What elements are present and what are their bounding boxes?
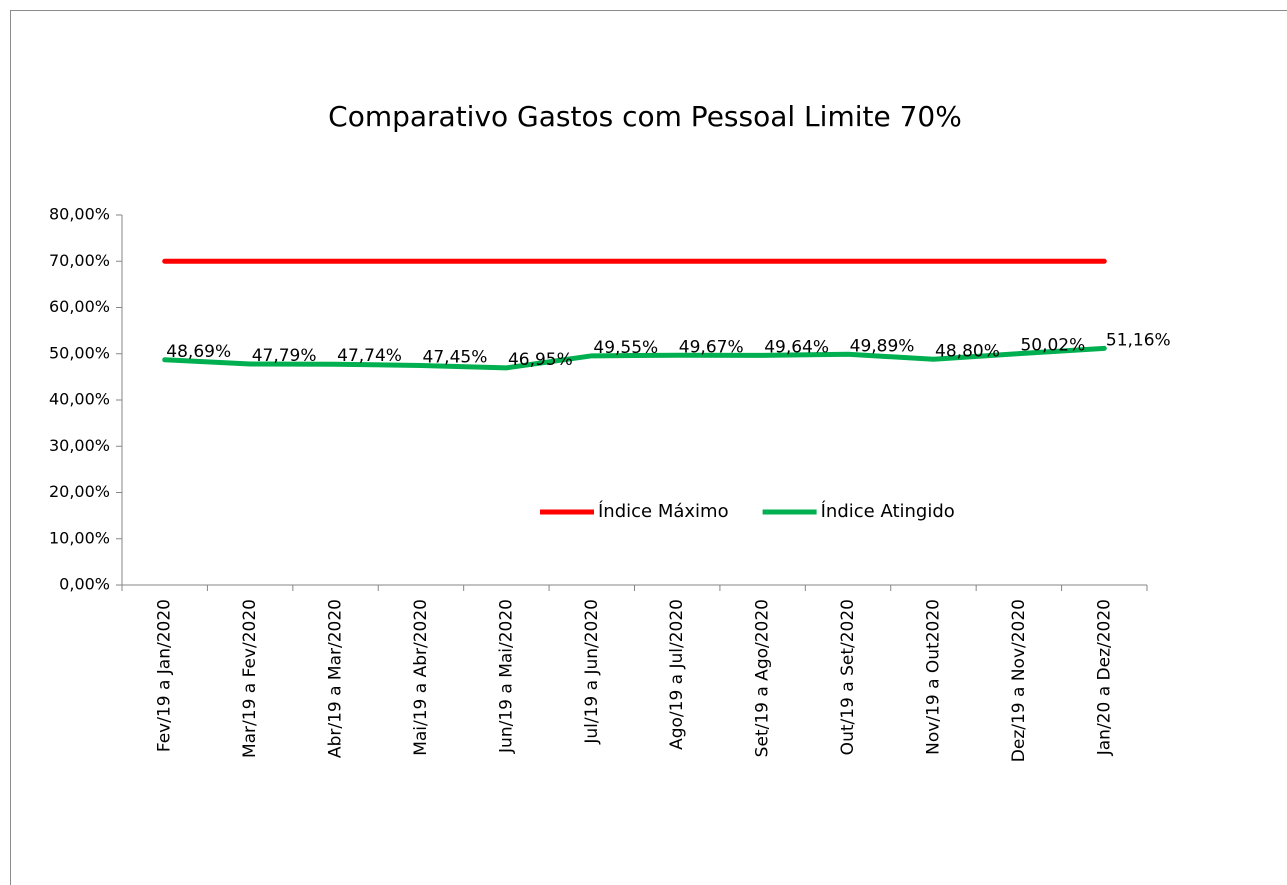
x-tick-label: Jul/19 a Jun/2020: [582, 599, 602, 745]
data-label: 49,55%: [593, 338, 658, 358]
data-label: 48,80%: [935, 341, 1000, 361]
data-label: 49,64%: [764, 337, 829, 357]
y-tick-label: 20,00%: [49, 482, 110, 501]
x-tick-label: Fev/19 a Jan/2020: [155, 599, 175, 752]
y-tick-label: 50,00%: [49, 343, 110, 362]
x-tick-label: Dez/19 a Nov/2020: [1009, 599, 1029, 762]
data-label: 49,67%: [679, 337, 744, 357]
y-tick-label: 10,00%: [49, 528, 110, 547]
x-tick-label: Jan/20 a Dez/2020: [1094, 599, 1114, 756]
chart-title: Comparativo Gastos com Pessoal Limite 70…: [328, 100, 962, 133]
legend-label: Índice Atingido: [821, 500, 955, 522]
x-tick-label: Mai/19 a Abr/2020: [411, 599, 431, 756]
x-tick-label: Out/19 a Set/2020: [838, 599, 858, 755]
x-tick-label: Ago/19 a Jul/2020: [667, 599, 687, 750]
y-tick-label: 0,00%: [59, 575, 110, 594]
legend-label: Índice Máximo: [598, 500, 729, 522]
data-label: 48,69%: [166, 342, 231, 362]
x-tick-label: Set/19 a Ago/2020: [753, 599, 773, 757]
series-line: [162, 345, 1107, 371]
x-tick-label: Jun/19 a Mai/2020: [496, 599, 516, 754]
x-tick-label: Abr/19 a Mar/2020: [326, 599, 346, 758]
data-label: 46,95%: [508, 350, 573, 370]
y-tick-label: 80,00%: [49, 205, 110, 224]
y-tick-label: 30,00%: [49, 436, 110, 455]
data-label: 47,74%: [337, 346, 402, 366]
x-tick-label: Nov/19 a Out2020: [923, 599, 943, 755]
data-label: 51,16%: [1106, 330, 1171, 350]
data-label: 50,02%: [1020, 336, 1085, 356]
x-tick-label: Mar/19 a Fev/2020: [240, 599, 260, 758]
y-tick-label: 40,00%: [49, 390, 110, 409]
data-label: 47,79%: [252, 346, 317, 366]
y-tick-label: 70,00%: [49, 251, 110, 270]
data-label: 47,45%: [423, 348, 488, 368]
y-tick-label: 60,00%: [49, 297, 110, 316]
chart-frame: [10, 10, 1287, 885]
data-label: 49,89%: [850, 336, 915, 356]
